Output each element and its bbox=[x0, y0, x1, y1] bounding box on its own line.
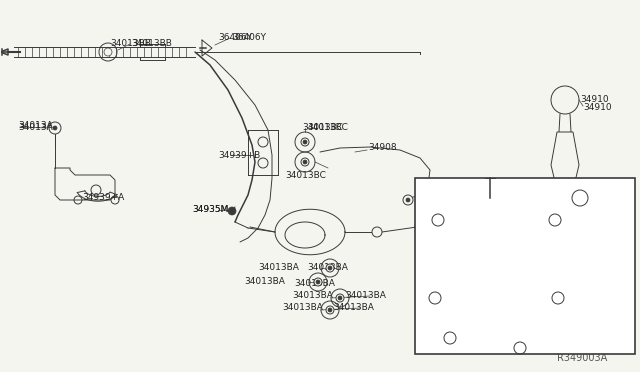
Circle shape bbox=[415, 221, 425, 231]
Circle shape bbox=[328, 266, 332, 270]
Text: 34013BA: 34013BA bbox=[294, 279, 335, 288]
Text: 34013A: 34013A bbox=[18, 122, 52, 131]
Text: 34013BA: 34013BA bbox=[292, 292, 333, 301]
Circle shape bbox=[53, 126, 57, 130]
Text: 34935M: 34935M bbox=[192, 205, 228, 215]
Circle shape bbox=[314, 278, 322, 286]
Text: 34910: 34910 bbox=[583, 103, 612, 112]
Text: 34013BC: 34013BC bbox=[285, 171, 326, 180]
Circle shape bbox=[303, 140, 307, 144]
Text: 34910: 34910 bbox=[580, 96, 609, 105]
Circle shape bbox=[301, 138, 309, 146]
Circle shape bbox=[328, 308, 332, 312]
Circle shape bbox=[406, 198, 410, 202]
Text: 34935M: 34935M bbox=[192, 205, 228, 215]
Text: 34013A: 34013A bbox=[18, 124, 52, 132]
Text: R349003A: R349003A bbox=[557, 353, 607, 363]
Circle shape bbox=[403, 195, 413, 205]
Circle shape bbox=[326, 306, 334, 314]
Text: 34939+B: 34939+B bbox=[218, 151, 260, 160]
Text: 34939+A: 34939+A bbox=[82, 193, 124, 202]
Text: 34013BA: 34013BA bbox=[244, 278, 285, 286]
Text: 34013BA: 34013BA bbox=[258, 263, 299, 273]
Text: 34013BB: 34013BB bbox=[110, 38, 151, 48]
Text: 36406Y: 36406Y bbox=[218, 33, 252, 42]
Text: 34013BC: 34013BC bbox=[302, 124, 343, 132]
Text: 34013BA: 34013BA bbox=[307, 263, 348, 273]
Circle shape bbox=[336, 294, 344, 302]
Bar bbox=[415, 178, 635, 354]
Circle shape bbox=[372, 227, 382, 237]
Polygon shape bbox=[551, 132, 579, 190]
Text: 34902: 34902 bbox=[518, 327, 547, 337]
Text: 34013BC: 34013BC bbox=[307, 122, 348, 131]
Circle shape bbox=[316, 280, 320, 284]
Text: 34908: 34908 bbox=[368, 144, 397, 153]
Circle shape bbox=[303, 160, 307, 164]
Text: 34013BA: 34013BA bbox=[333, 304, 374, 312]
Circle shape bbox=[228, 207, 236, 215]
Text: 34013BA: 34013BA bbox=[282, 304, 323, 312]
Circle shape bbox=[104, 48, 112, 56]
Text: 36406Y: 36406Y bbox=[232, 32, 266, 42]
Text: 34013BA: 34013BA bbox=[345, 292, 386, 301]
Text: 26261X: 26261X bbox=[552, 183, 587, 192]
Circle shape bbox=[418, 224, 422, 228]
Circle shape bbox=[338, 296, 342, 300]
Circle shape bbox=[326, 264, 334, 272]
Text: 34013BB: 34013BB bbox=[131, 38, 172, 48]
Circle shape bbox=[301, 158, 309, 166]
